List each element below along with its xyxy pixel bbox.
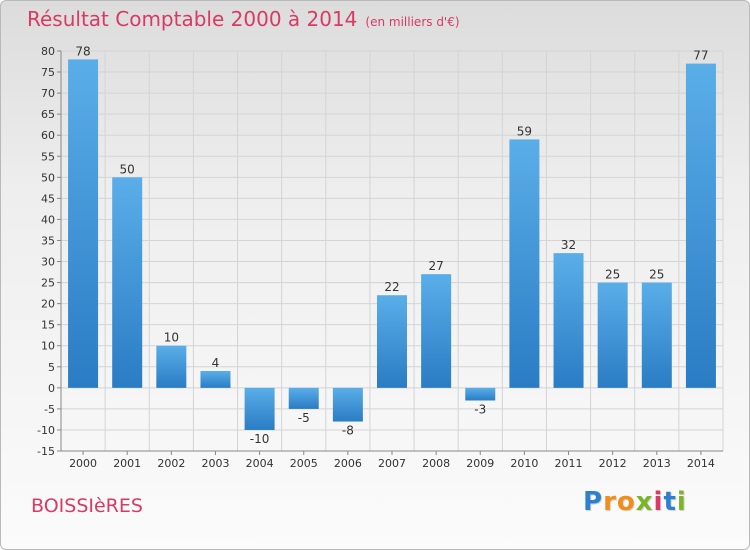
bar-2001 bbox=[112, 177, 143, 388]
data-label-2005: -5 bbox=[298, 411, 310, 425]
x-tick-label: 2012 bbox=[599, 457, 627, 470]
x-tick-label: 2011 bbox=[555, 457, 583, 470]
y-tick-label: 0 bbox=[48, 382, 55, 395]
bar-2004 bbox=[244, 387, 275, 430]
bar-2006 bbox=[332, 387, 363, 422]
data-label-2006: -8 bbox=[342, 424, 354, 438]
y-tick-label: 40 bbox=[41, 213, 55, 226]
bar-2003 bbox=[200, 371, 231, 388]
x-tick-label: 2000 bbox=[69, 457, 97, 470]
y-tick-labels: -15 -10 -5 0 5 10 15 20 25 30 35 40 45 50 55 60 65 70 75 80 bbox=[37, 45, 55, 458]
data-label-2011: 32 bbox=[561, 238, 576, 252]
bar-2013 bbox=[641, 282, 672, 388]
logo-letter: x bbox=[635, 487, 654, 517]
chart-subtitle: (en milliers d'€) bbox=[365, 15, 460, 29]
chart-title: Résultat Comptable 2000 à 2014 (en millie… bbox=[27, 7, 460, 31]
y-tick-label: -15 bbox=[37, 445, 55, 458]
x-tick-label: 2009 bbox=[466, 457, 494, 470]
title-text: Résultat Comptable 2000 à 2014 bbox=[27, 7, 358, 31]
data-label-2002: 10 bbox=[164, 331, 179, 345]
data-label-2013: 25 bbox=[649, 268, 664, 282]
bar-2000 bbox=[68, 59, 99, 388]
x-tick-label: 2013 bbox=[643, 457, 671, 470]
grid-lines bbox=[60, 50, 724, 452]
bar-2008 bbox=[421, 274, 452, 388]
y-tick-label: -10 bbox=[37, 424, 55, 437]
data-label-2008: 27 bbox=[428, 259, 443, 273]
bar-2007 bbox=[377, 295, 407, 388]
y-tick-label: 60 bbox=[41, 129, 55, 142]
y-tick-label: 35 bbox=[41, 234, 55, 247]
x-tick-label: 2006 bbox=[334, 457, 362, 470]
x-tick-label: 2008 bbox=[422, 457, 450, 470]
logo-letter: i bbox=[676, 487, 687, 517]
logo-letter: i bbox=[653, 487, 664, 517]
y-tick-label: 15 bbox=[41, 319, 55, 332]
bar-2009 bbox=[465, 387, 496, 401]
x-tick-label: 2007 bbox=[378, 457, 406, 470]
data-label-2012: 25 bbox=[605, 268, 620, 282]
data-label-2003: 4 bbox=[212, 356, 220, 370]
data-label-2007: 22 bbox=[384, 280, 399, 294]
bars bbox=[68, 59, 716, 430]
logo-letter: o bbox=[616, 487, 636, 517]
bar-2005 bbox=[288, 387, 319, 409]
data-label-2009: -3 bbox=[474, 402, 486, 416]
x-tick-label: 2003 bbox=[201, 457, 229, 470]
y-tick-label: 20 bbox=[41, 298, 55, 311]
data-label-2010: 59 bbox=[517, 124, 532, 138]
bar-2012 bbox=[597, 282, 628, 388]
commune-name: BOISSIèRES bbox=[31, 495, 143, 517]
y-tick-label: 75 bbox=[41, 66, 55, 79]
axes bbox=[57, 50, 723, 455]
data-label-2000: 78 bbox=[75, 44, 90, 58]
x-tick-label: 2005 bbox=[290, 457, 318, 470]
y-tick-label: 55 bbox=[41, 150, 55, 163]
proxiti-logo: Proxiti bbox=[583, 487, 687, 517]
x-tick-label: 2002 bbox=[157, 457, 185, 470]
bar-2002 bbox=[156, 345, 187, 388]
bar-2011 bbox=[553, 253, 584, 388]
y-tick-label: 45 bbox=[41, 192, 55, 205]
y-tick-label: -5 bbox=[44, 403, 55, 416]
y-tick-label: 5 bbox=[48, 361, 55, 374]
x-tick-label: 2001 bbox=[113, 457, 141, 470]
data-label-2001: 50 bbox=[120, 162, 135, 176]
bar-2014 bbox=[685, 63, 716, 388]
x-tick-label: 2004 bbox=[246, 457, 274, 470]
y-tick-label: 30 bbox=[41, 256, 55, 269]
y-tick-label: 70 bbox=[41, 87, 55, 100]
data-label-2014: 77 bbox=[693, 49, 708, 63]
bar-2010 bbox=[509, 139, 540, 388]
y-tick-label: 25 bbox=[41, 277, 55, 290]
y-tick-label: 10 bbox=[41, 340, 55, 353]
x-tick-label: 2010 bbox=[510, 457, 538, 470]
data-labels: 78 50 10 4 -10 -5 -8 22 27 -3 59 32 25 25 77 bbox=[75, 44, 708, 446]
x-tick-labels: 2000 2001 2002 2003 2004 2005 2006 2007 2008 2009… bbox=[69, 457, 715, 470]
x-tick-label: 2014 bbox=[687, 457, 715, 470]
y-tick-label: 50 bbox=[41, 171, 55, 184]
y-tick-label: 80 bbox=[41, 45, 55, 58]
logo-letter: P bbox=[583, 487, 604, 517]
y-tick-label: 65 bbox=[41, 108, 55, 121]
logo-letter: t bbox=[663, 487, 677, 517]
data-label-2004: -10 bbox=[250, 432, 270, 446]
logo-letter: r bbox=[603, 487, 617, 517]
